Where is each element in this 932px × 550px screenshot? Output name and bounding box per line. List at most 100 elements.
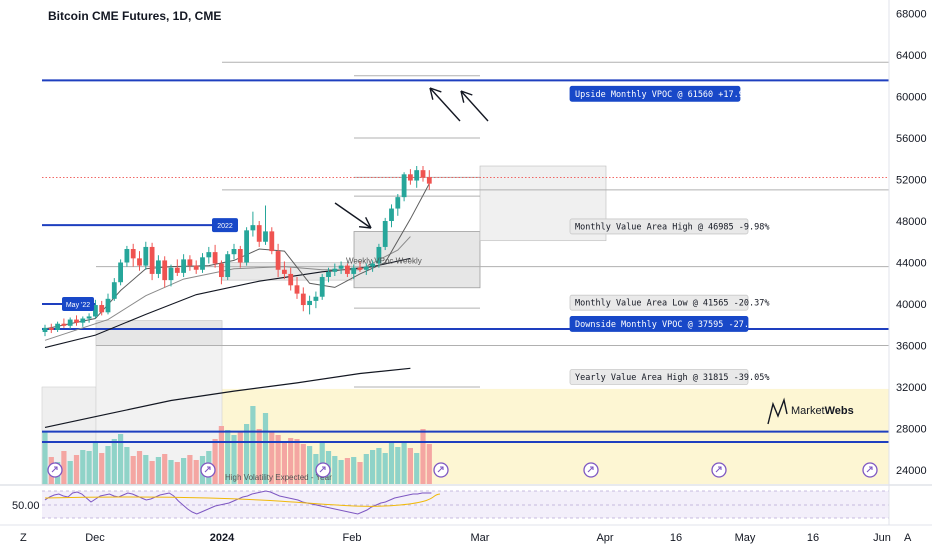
logo-mark bbox=[767, 397, 788, 425]
volume-bar bbox=[231, 435, 237, 484]
timezone-corner-button[interactable]: Z bbox=[20, 532, 27, 544]
candle-body bbox=[332, 268, 338, 272]
event-icon[interactable] bbox=[47, 462, 63, 478]
x-tick-label: Dec bbox=[85, 532, 105, 544]
volume-bar bbox=[105, 446, 111, 484]
event-icon[interactable] bbox=[862, 462, 878, 478]
candle-body bbox=[382, 221, 388, 247]
target-arrow-head bbox=[429, 87, 434, 100]
candles-layer bbox=[42, 166, 432, 337]
candle-body bbox=[162, 260, 168, 281]
volume-bar bbox=[382, 453, 388, 484]
candle-body bbox=[326, 271, 331, 278]
monthly-val-label-text: Monthly Value Area Low @ 41565 -20.37% bbox=[575, 299, 769, 309]
volume-bar bbox=[212, 439, 218, 484]
event-icon-arrow bbox=[437, 466, 444, 473]
candle-body bbox=[111, 282, 117, 299]
y-tick-label: 28000 bbox=[896, 424, 927, 436]
candle-body bbox=[414, 170, 420, 181]
candle-body bbox=[307, 300, 312, 306]
event-icon-arrow bbox=[866, 466, 873, 473]
target-arrow-head bbox=[429, 87, 442, 93]
upside-vpoc-label-text: Upside Monthly VPOC @ 61560 +17.95% bbox=[575, 90, 754, 100]
event-icon-ring bbox=[200, 462, 216, 478]
candle-body bbox=[363, 266, 369, 270]
event-icon-arrow bbox=[715, 466, 722, 473]
event-icon-arrow bbox=[204, 466, 211, 473]
volume-bar bbox=[414, 453, 420, 484]
downside-vpoc-label-bg bbox=[569, 316, 749, 332]
entry-arrow-head bbox=[358, 226, 372, 229]
event-icon-ring bbox=[711, 462, 727, 478]
target-arrow-head bbox=[460, 90, 473, 96]
volume-bar bbox=[294, 439, 300, 484]
candle-body bbox=[389, 208, 394, 221]
candle-body bbox=[67, 319, 73, 326]
target-arrow-shaft bbox=[460, 90, 489, 122]
volume-layer bbox=[42, 406, 432, 484]
volume-bar bbox=[275, 435, 281, 484]
volume-bar bbox=[92, 442, 98, 484]
volume-bar bbox=[338, 460, 344, 484]
candle-body bbox=[219, 263, 224, 278]
marketwebs-logo: MarketWebs bbox=[767, 397, 854, 425]
tag-2022-bg bbox=[212, 218, 238, 233]
x-tick-label: 16 bbox=[807, 532, 819, 544]
volume-bar bbox=[118, 434, 124, 484]
volume-bar bbox=[174, 462, 180, 484]
auto-scale-button[interactable]: A bbox=[904, 532, 912, 544]
event-icon[interactable] bbox=[200, 462, 216, 478]
candle-body bbox=[231, 249, 237, 255]
candle-body bbox=[143, 246, 149, 266]
candle-body bbox=[200, 257, 205, 270]
candle-body bbox=[168, 267, 174, 281]
candle-body bbox=[130, 249, 136, 259]
volume-bar bbox=[351, 457, 357, 484]
volume-bar bbox=[168, 460, 174, 484]
event-icon[interactable] bbox=[433, 462, 449, 478]
volume-bar bbox=[288, 438, 294, 484]
event-icon[interactable] bbox=[583, 462, 599, 478]
candle-body bbox=[206, 252, 212, 258]
target-arrow-head bbox=[460, 90, 465, 103]
candle-body bbox=[395, 197, 401, 209]
zones-layer bbox=[41, 165, 889, 485]
volume-bar bbox=[281, 441, 287, 484]
x-tick-label: Mar bbox=[471, 532, 490, 544]
candle-body bbox=[420, 170, 426, 178]
volume-bar bbox=[124, 447, 130, 484]
volume-bar bbox=[67, 461, 73, 484]
tag-may22-bg bbox=[62, 297, 94, 311]
downside-vpoc-label: Downside Monthly VPOC @ 37595 -27.98% bbox=[569, 316, 764, 332]
x-tick-label: May bbox=[735, 532, 756, 544]
candle-body bbox=[105, 298, 111, 313]
volume-bar bbox=[388, 443, 395, 484]
event-icon[interactable] bbox=[711, 462, 727, 478]
candle-body bbox=[181, 259, 186, 273]
volume-bar bbox=[193, 460, 199, 484]
candle-body bbox=[282, 269, 287, 274]
sma-fast-line bbox=[44, 183, 430, 330]
volume-bar bbox=[73, 455, 80, 484]
tag-2022-text: 2022 bbox=[217, 223, 233, 230]
candle-body bbox=[86, 316, 92, 319]
volume-bar bbox=[262, 413, 269, 484]
chart-title: Bitcoin CME Futures, 1D, CME bbox=[48, 9, 221, 23]
candle-body bbox=[351, 267, 357, 274]
candle-body bbox=[250, 225, 256, 231]
rsi-level-label: 50.00 bbox=[12, 500, 40, 512]
monthly-val-label-bg bbox=[569, 294, 749, 311]
volume-bar bbox=[86, 451, 92, 484]
y-tick-label: 52000 bbox=[896, 175, 927, 187]
rsi-pane: 50.00 bbox=[0, 484, 932, 519]
candle-body bbox=[300, 293, 306, 306]
volume-bar bbox=[111, 439, 117, 484]
x-tick-label: 16 bbox=[670, 532, 682, 544]
logo-text: MarketWebs bbox=[791, 405, 854, 417]
yearly-vah-label-bg bbox=[569, 369, 749, 385]
event-icon[interactable] bbox=[315, 462, 331, 478]
logo-text-bold: Webs bbox=[825, 405, 854, 417]
x-tick-label: Feb bbox=[343, 532, 362, 544]
candle-body bbox=[338, 265, 344, 269]
